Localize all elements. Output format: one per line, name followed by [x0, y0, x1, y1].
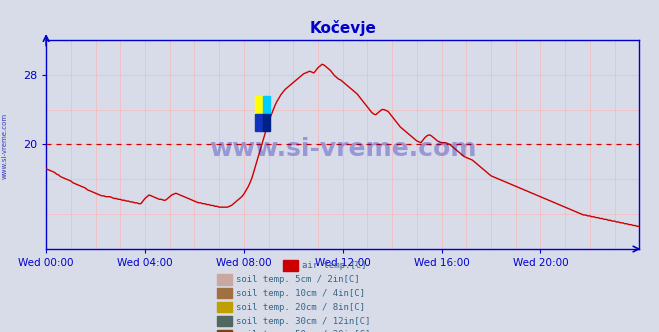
Text: air temp.[C]: air temp.[C] [302, 261, 366, 270]
Text: www.si-vreme.com: www.si-vreme.com [209, 136, 476, 161]
Bar [256, 97, 263, 114]
Bar [263, 97, 270, 114]
Title: Kočevje: Kočevje [309, 20, 376, 36]
Text: soil temp. 5cm / 2in[C]: soil temp. 5cm / 2in[C] [236, 275, 360, 284]
Text: soil temp. 50cm / 20in[C]: soil temp. 50cm / 20in[C] [236, 330, 370, 332]
Text: www.si-vreme.com: www.si-vreme.com [2, 113, 8, 179]
Text: soil temp. 30cm / 12in[C]: soil temp. 30cm / 12in[C] [236, 316, 370, 326]
Bar [263, 114, 270, 131]
Text: soil temp. 20cm / 8in[C]: soil temp. 20cm / 8in[C] [236, 302, 365, 312]
Text: soil temp. 10cm / 4in[C]: soil temp. 10cm / 4in[C] [236, 289, 365, 298]
Bar [256, 114, 263, 131]
